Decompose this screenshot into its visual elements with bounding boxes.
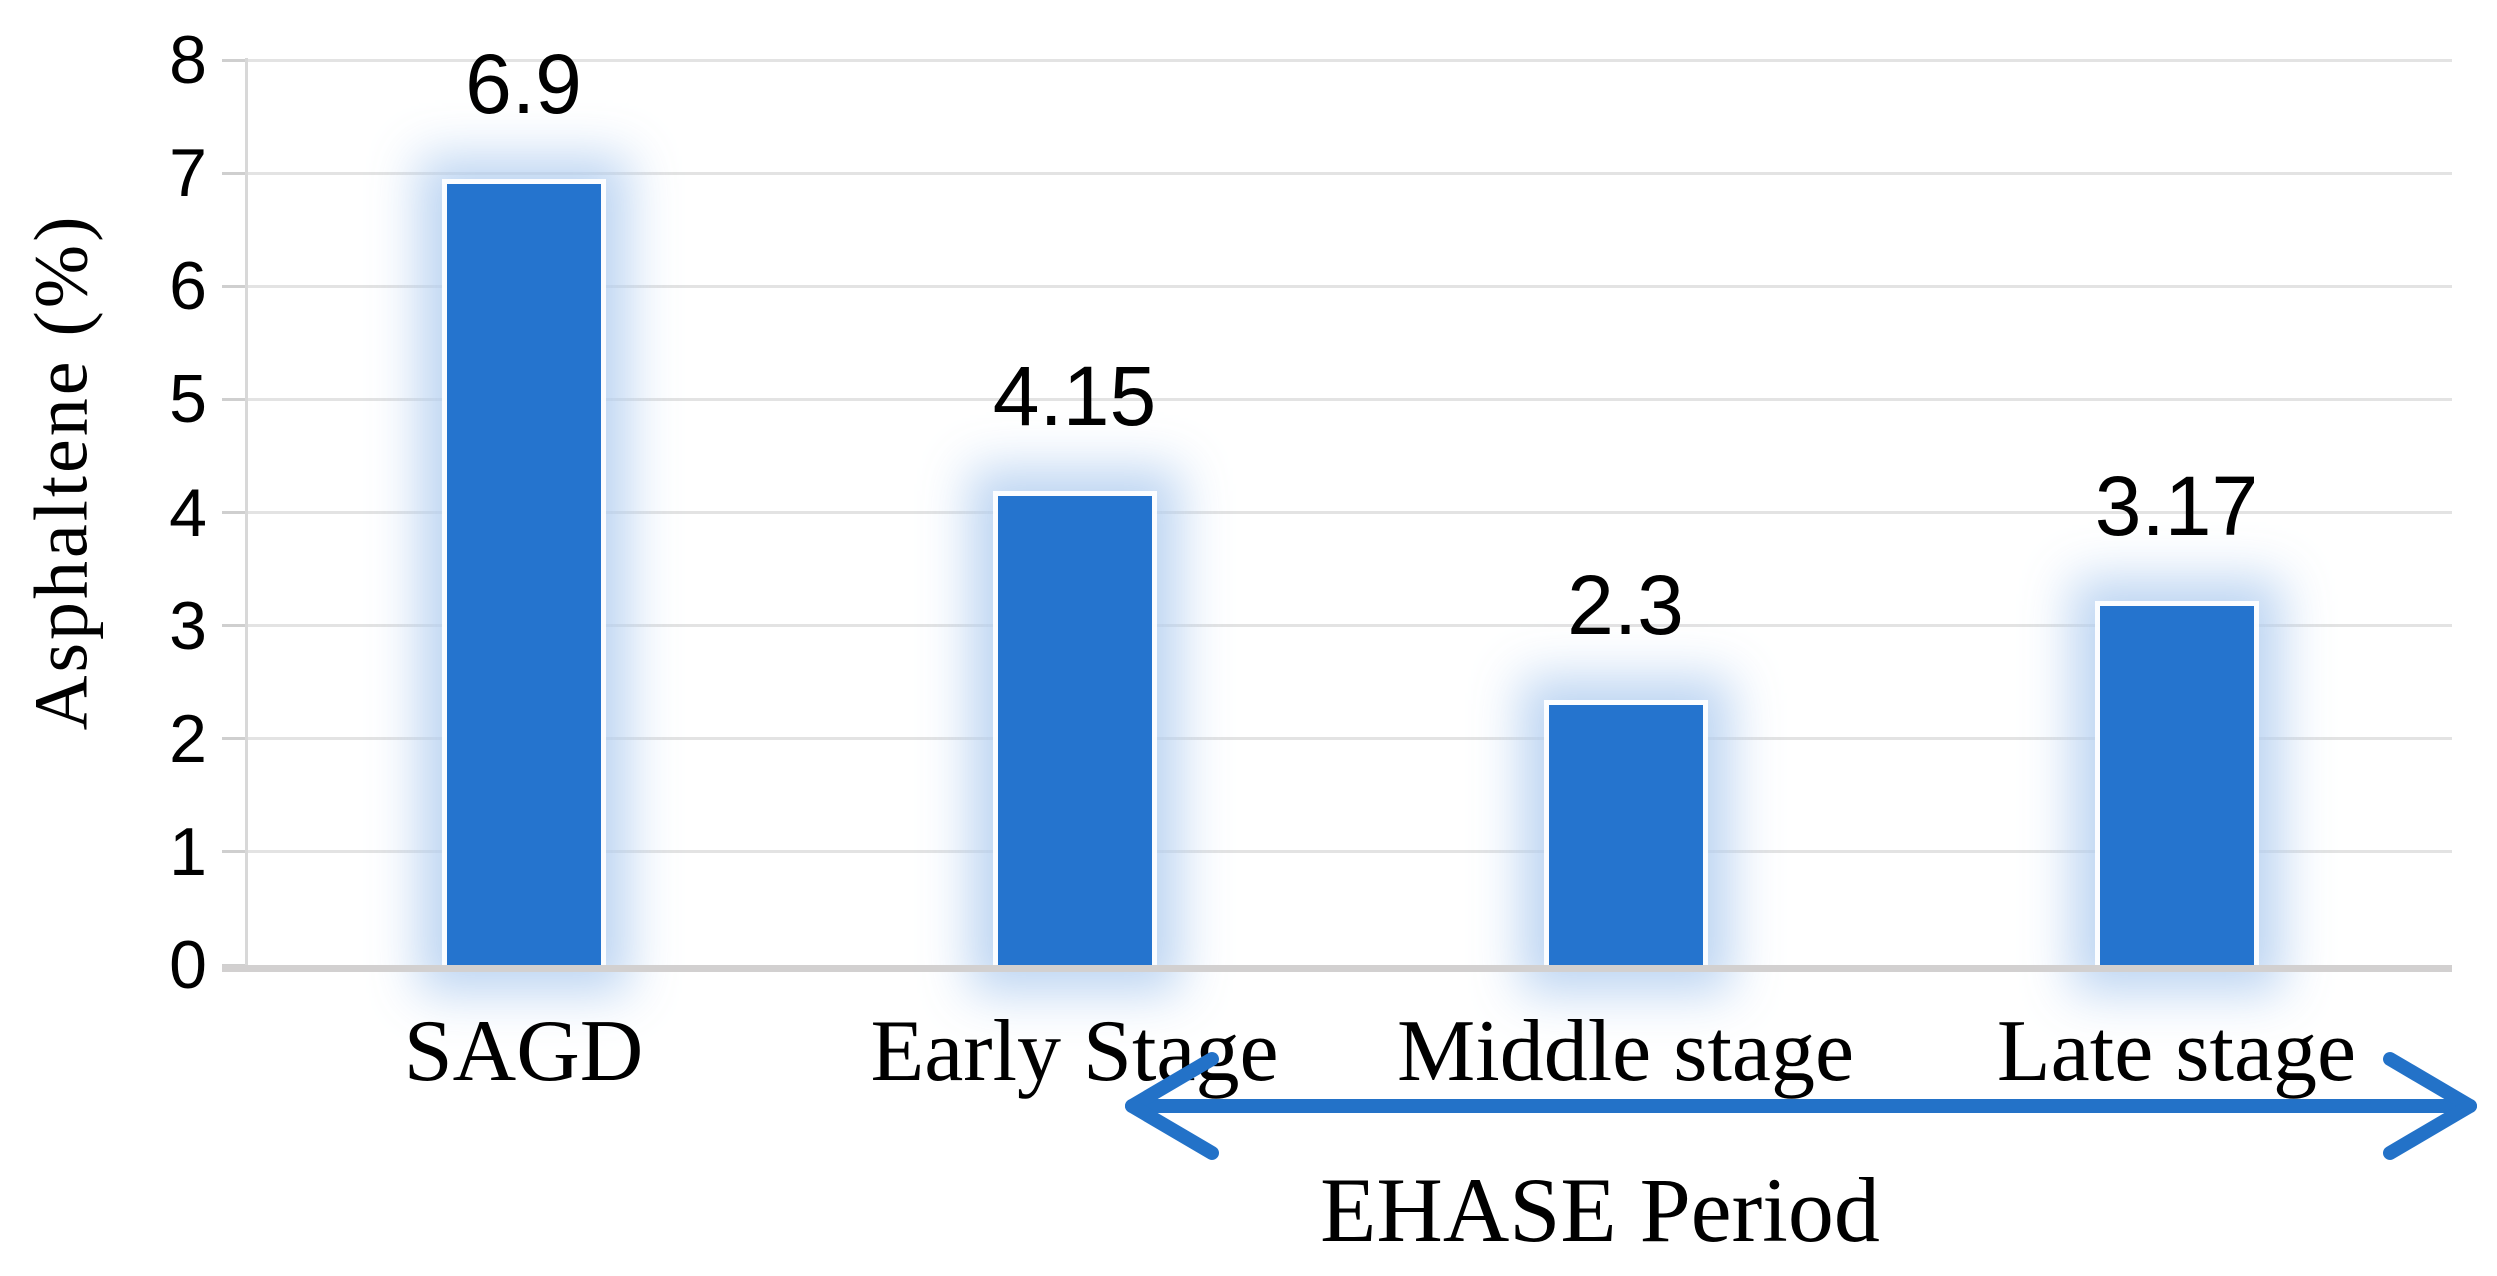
- y-gridline: [248, 397, 2452, 401]
- ehase-period-label: EHASE Period: [1320, 1159, 1880, 1261]
- x-axis-line: [222, 965, 2452, 972]
- y-tick-label: 1: [169, 813, 207, 890]
- y-tick-label: 6: [169, 248, 207, 325]
- y-tick-label: 8: [169, 22, 207, 98]
- y-gridline: [248, 171, 2452, 175]
- y-gridline: [248, 624, 2452, 628]
- arrow-right-head-upper: [2383, 1052, 2477, 1113]
- bar-early-stage: [997, 495, 1152, 965]
- y-axis-line: [245, 58, 248, 969]
- arrow-left-head-lower: [1125, 1099, 1219, 1160]
- y-gridline: [248, 511, 2452, 514]
- y-tick-mark: [222, 737, 248, 741]
- y-tick-mark: [222, 624, 248, 628]
- bar-late-stage: [2099, 606, 2254, 965]
- y-tick-label: 2: [169, 700, 207, 777]
- y-tick-label: 0: [169, 927, 207, 1003]
- bar-sagd: [446, 184, 601, 965]
- y-tick-mark: [222, 850, 248, 854]
- arrow-right-head-lower: [2383, 1099, 2477, 1160]
- y-gridline: [248, 737, 2452, 741]
- x-category-label: Early Stage: [870, 1003, 1279, 1100]
- bar-value-label: 3.17: [2094, 459, 2259, 554]
- bar-value-label: 2.3: [1567, 557, 1684, 652]
- y-tick-mark: [222, 171, 248, 175]
- y-tick-label: 5: [169, 361, 207, 438]
- bar-value-label: 4.15: [992, 348, 1157, 443]
- x-category-label: Middle stage: [1396, 1003, 1855, 1100]
- bar-value-label: 6.9: [465, 37, 582, 132]
- y-gridline: [248, 850, 2452, 854]
- y-tick-mark: [222, 511, 248, 514]
- y-tick-label: 4: [169, 474, 207, 551]
- y-gridline: [248, 284, 2452, 288]
- y-tick-mark: [222, 397, 248, 401]
- y-gridline: [248, 58, 2452, 62]
- x-category-label: SAGD: [403, 1003, 644, 1100]
- y-tick-mark: [222, 284, 248, 288]
- x-category-label: Late stage: [1996, 1003, 2357, 1100]
- y-tick-mark: [222, 58, 248, 62]
- y-tick-label: 7: [169, 135, 207, 212]
- y-tick-label: 3: [169, 587, 207, 664]
- bar-middle-stage: [1548, 704, 1703, 965]
